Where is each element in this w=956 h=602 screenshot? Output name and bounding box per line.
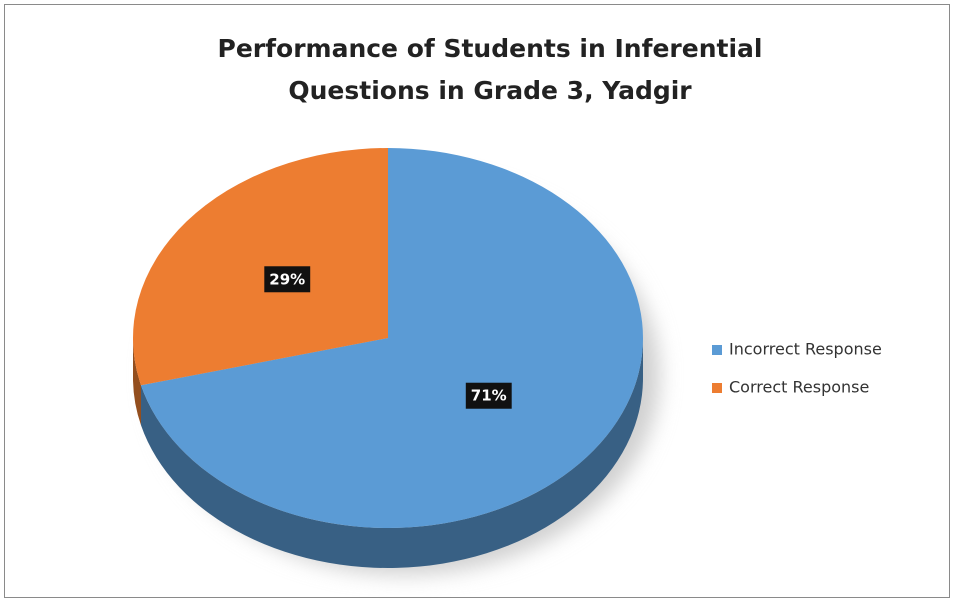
legend-label: Incorrect Response	[729, 340, 882, 359]
data-label-box	[264, 266, 311, 293]
slice	[132, 148, 388, 386]
data-label-box	[465, 382, 512, 409]
slice-side	[141, 338, 643, 569]
slice	[141, 148, 643, 528]
chart-frame	[4, 4, 950, 598]
legend-label: Correct Response	[729, 378, 869, 397]
chart-title: Performance of Students in Inferential Q…	[217, 34, 763, 105]
legend-swatch	[712, 345, 722, 355]
legend-swatch	[712, 383, 722, 393]
data-label: 29%	[269, 270, 305, 288]
slice-side	[133, 338, 142, 426]
data-label: 71%	[471, 387, 507, 405]
